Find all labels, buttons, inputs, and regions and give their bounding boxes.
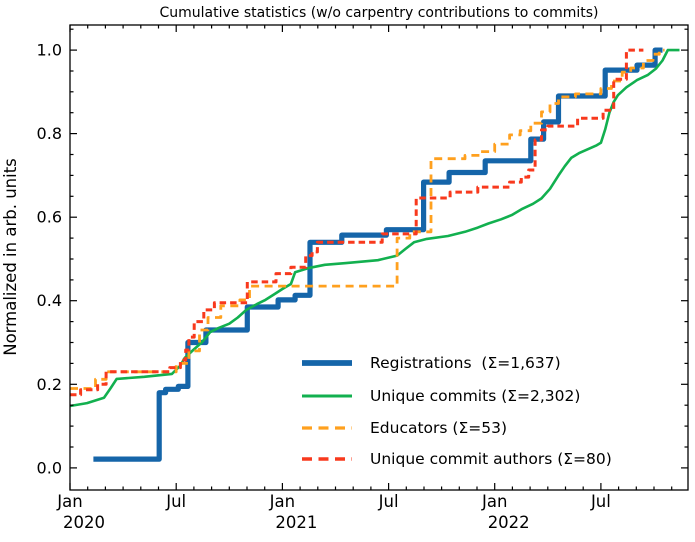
chart-title: Cumulative statistics (w/o carpentry con… [159,5,598,21]
legend-label-unique-commits: Unique commits (Σ=2,302) [370,387,580,405]
x-tick-year-label: 2021 [275,513,317,532]
y-tick-label: 0.8 [37,124,62,143]
plot-area: Jan 2020 Jul Jan 2021 Jul Jan 2022 Jul 0.0 0.2 0.4 0… [37,24,689,532]
y-tick-label: 1.0 [37,41,62,60]
y-tick-label: 0.2 [37,375,62,394]
x-tick-year-label: 2022 [488,513,530,532]
legend-label-educators: Educators (Σ=53) [370,419,507,437]
plot-spines [69,24,689,491]
x-tick-label: Jan [56,492,82,511]
legend-label-registrations: Registrations (Σ=1,637) [370,354,561,372]
x-tick-label: Jul [590,492,611,511]
legend: Registrations (Σ=1,637) Unique commits (… [370,354,612,468]
series-line-unique_commits [69,48,680,408]
x-tick-label: Jan [481,492,507,511]
x-tick-label: Jul [378,492,399,511]
series-line-educators [70,48,665,390]
x-tick-year-label: 2020 [63,513,105,532]
x-tick-label: Jul [165,492,186,511]
legend-label-unique-commit-authors: Unique commit authors (Σ=80) [370,450,612,468]
y-tick-label: 0.4 [37,291,62,310]
x-tick-label: Jan [269,492,295,511]
y-tick-label: 0.6 [37,208,62,227]
y-tick-label: 0.0 [37,458,62,477]
y-axis-label: Normalized in arb. units [1,158,20,356]
legend-samples [302,360,352,461]
tick-labels: Jan 2020 Jul Jan 2021 Jul Jan 2022 Jul 0.0 0.2 0.4 0… [37,41,611,532]
series-group [69,47,680,462]
